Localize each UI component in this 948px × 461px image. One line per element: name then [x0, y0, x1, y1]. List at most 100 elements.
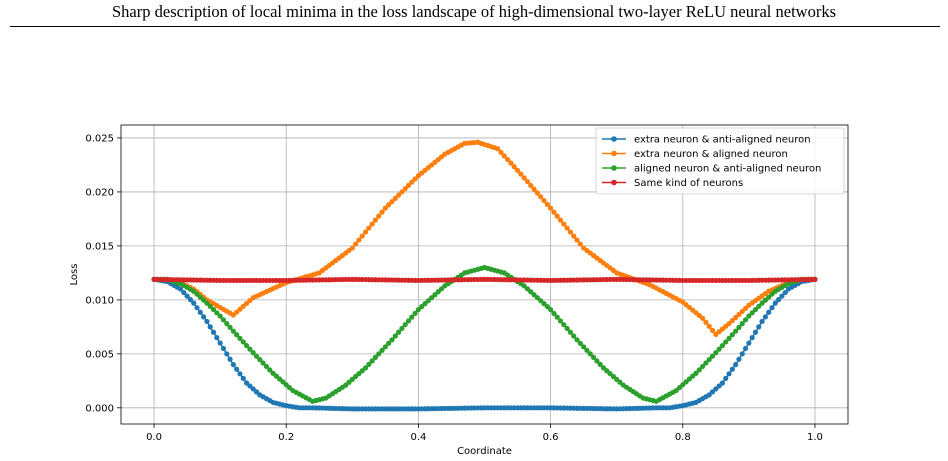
data-point [713, 350, 719, 356]
y-tick-label: 0.005 [85, 349, 114, 360]
data-point [247, 346, 253, 352]
data-point [736, 324, 742, 330]
legend-swatch-marker [611, 150, 617, 157]
data-point [253, 353, 260, 359]
data-point [772, 300, 778, 306]
data-point [716, 346, 722, 352]
data-point [726, 321, 732, 327]
data-point [518, 171, 524, 177]
data-point [733, 314, 739, 321]
data-point [514, 167, 521, 173]
data-point [257, 356, 263, 363]
legend-box [595, 127, 845, 195]
data-point [366, 225, 372, 231]
data-point [733, 328, 739, 334]
data-point [372, 217, 379, 223]
data-point [723, 375, 729, 381]
data-point [729, 332, 735, 338]
data-point [362, 229, 369, 235]
data-point [719, 380, 726, 386]
data-point [210, 306, 217, 313]
data-point [210, 329, 217, 335]
data-point [709, 389, 716, 395]
header-rule [10, 26, 940, 27]
legend-label: Same kind of neurons [634, 178, 743, 189]
data-point [191, 288, 197, 294]
data-point [197, 309, 203, 315]
data-point [544, 304, 550, 310]
data-point [716, 383, 722, 389]
data-point [220, 345, 227, 352]
data-point [524, 179, 531, 185]
data-point [551, 310, 557, 316]
data-point [395, 329, 402, 335]
data-point [544, 201, 550, 207]
data-point [217, 340, 223, 346]
data-point [749, 335, 755, 341]
data-point [736, 356, 742, 362]
data-point [409, 314, 415, 320]
data-point [746, 340, 752, 346]
data-point [534, 190, 540, 196]
data-point [253, 389, 260, 395]
data-point [184, 293, 190, 299]
data-point [541, 197, 547, 204]
data-point [521, 283, 527, 289]
data-point [267, 367, 273, 373]
series-4 [151, 276, 818, 284]
data-point [769, 291, 775, 297]
data-point [541, 301, 547, 307]
running-header: Sharp description of local minima in the… [112, 2, 836, 21]
data-point [260, 360, 266, 366]
y-axis-label: Loss [69, 264, 80, 286]
legend: extra neuron & anti-aligned neuron extra … [595, 127, 845, 195]
data-point [561, 221, 567, 227]
data-point [412, 176, 418, 182]
data-point [693, 370, 699, 376]
data-point [524, 286, 531, 292]
data-point [237, 335, 243, 341]
data-point [356, 237, 362, 243]
data-point [759, 318, 765, 325]
data-point [733, 362, 739, 368]
data-point [726, 371, 732, 377]
data-point [240, 339, 246, 345]
data-point [567, 229, 574, 235]
data-point [742, 317, 749, 323]
data-point [597, 361, 603, 367]
data-point [564, 225, 570, 231]
axes-frame [120, 124, 849, 425]
data-point [729, 366, 735, 372]
axis-ticks: 0.0 0.2 0.4 0.6 0.8 1.0 0.000 0.005 0.010 0.015 0.… [85, 133, 823, 443]
data-point [511, 164, 517, 170]
data-point [237, 371, 243, 377]
data-point [227, 324, 233, 330]
data-point [194, 305, 200, 311]
data-point [703, 319, 709, 325]
data-point [197, 294, 203, 300]
data-point [495, 146, 501, 152]
data-point [739, 308, 745, 314]
data-point [405, 182, 412, 189]
data-point [564, 325, 570, 332]
data-point [713, 386, 719, 392]
legend-swatch-marker [611, 136, 617, 142]
series-lines [151, 139, 818, 412]
data-point [547, 205, 554, 211]
data-point [353, 241, 359, 247]
data-point [762, 314, 768, 320]
data-point [382, 205, 388, 211]
data-point [402, 322, 408, 328]
data-point [587, 351, 593, 357]
x-tick-label: 0.2 [278, 432, 294, 443]
data-point [359, 233, 365, 239]
data-point [779, 293, 785, 299]
data-point [766, 309, 772, 315]
data-point [551, 209, 557, 215]
data-point [395, 192, 402, 198]
data-point [547, 306, 554, 313]
data-point [762, 297, 768, 303]
data-point [429, 295, 435, 301]
data-point [415, 306, 422, 313]
